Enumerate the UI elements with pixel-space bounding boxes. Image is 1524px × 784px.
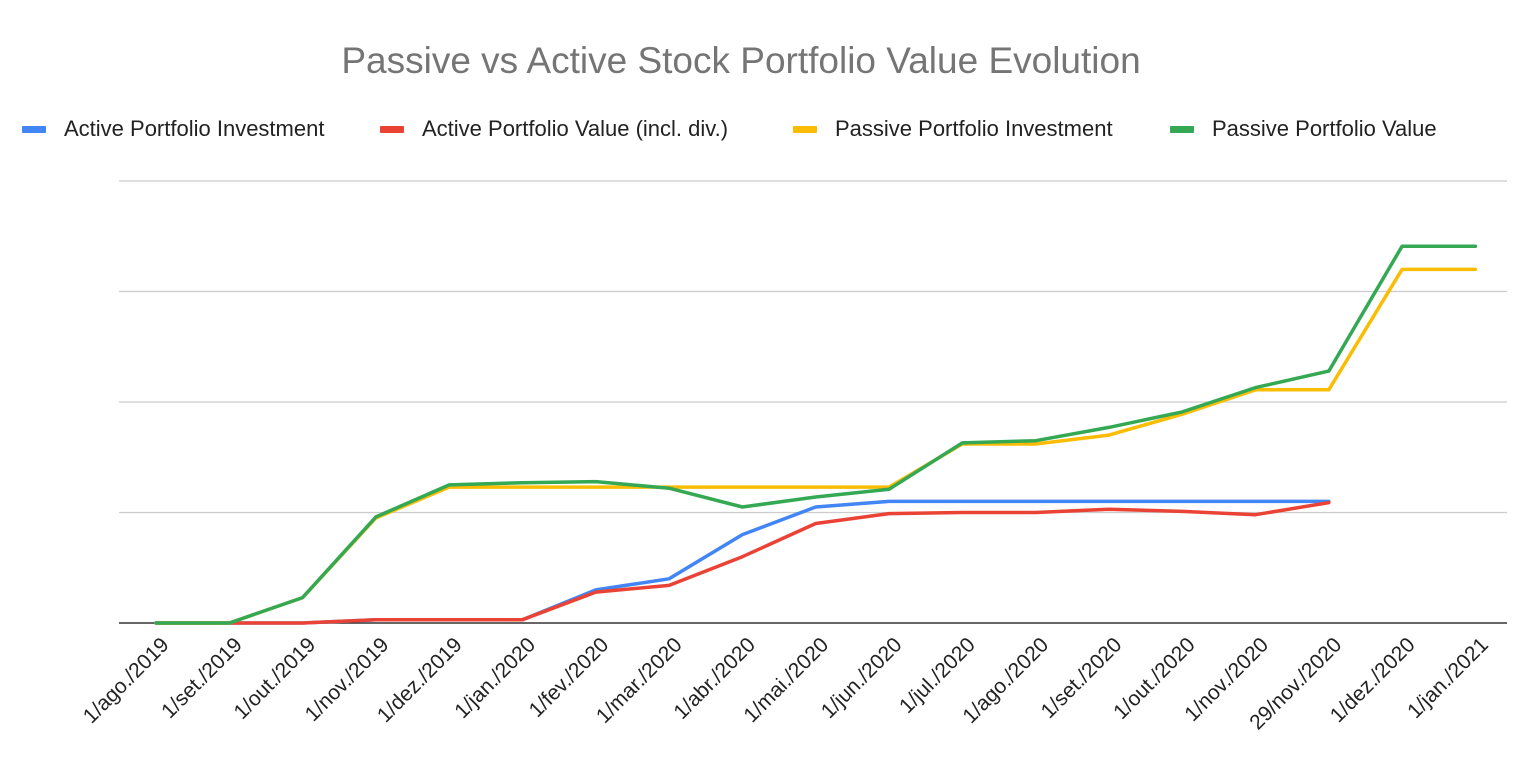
legend-item-passive-investment[interactable]: Passive Portfolio Investment xyxy=(793,112,1113,146)
legend-swatch-icon xyxy=(380,125,404,133)
legend-swatch-icon xyxy=(1170,125,1194,133)
series-lines xyxy=(154,244,1478,625)
x-tick-label: 1/ago./2019 xyxy=(79,633,174,728)
legend-swatch-icon xyxy=(22,125,46,133)
series-line-1[interactable] xyxy=(154,500,1331,625)
series-line-3[interactable] xyxy=(154,244,1478,625)
x-axis-tick-labels: 1/ago./20191/set./20191/out./20191/nov./… xyxy=(79,633,1493,734)
legend: Active Portfolio Investment Active Portf… xyxy=(0,112,1524,146)
legend-label: Active Portfolio Investment xyxy=(64,116,325,141)
legend-label: Passive Portfolio Value xyxy=(1212,116,1437,141)
legend-item-active-investment[interactable]: Active Portfolio Investment xyxy=(22,112,324,146)
chart-title: Passive vs Active Stock Portfolio Value … xyxy=(341,40,1141,81)
legend-item-passive-value[interactable]: Passive Portfolio Value xyxy=(1170,112,1437,146)
series-line-2[interactable] xyxy=(154,267,1478,625)
legend-swatch-icon xyxy=(793,125,817,133)
legend-label: Passive Portfolio Investment xyxy=(835,116,1113,141)
series-line-0[interactable] xyxy=(154,499,1331,625)
gridlines xyxy=(119,180,1507,624)
legend-label: Active Portfolio Value (incl. div.) xyxy=(422,116,729,141)
legend-item-active-value[interactable]: Active Portfolio Value (incl. div.) xyxy=(380,112,728,146)
